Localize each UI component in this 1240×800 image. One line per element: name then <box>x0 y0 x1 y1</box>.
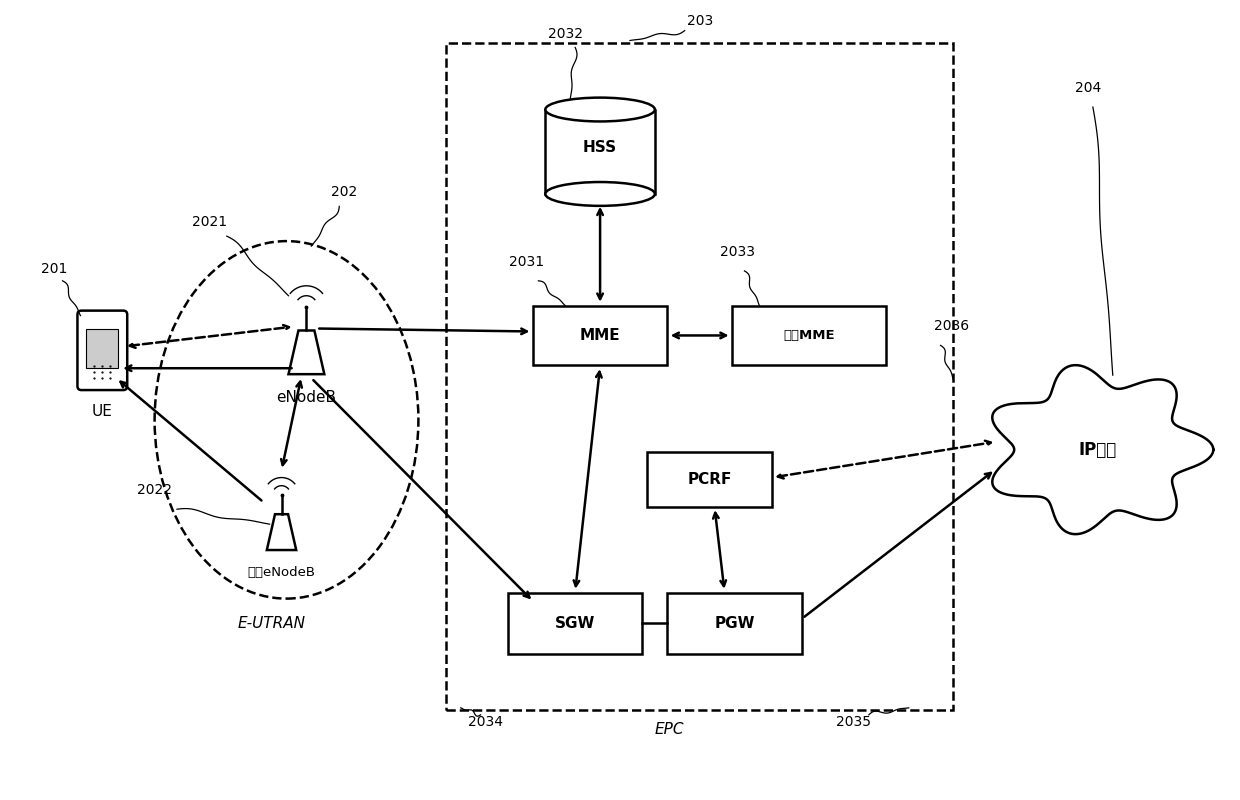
Ellipse shape <box>155 241 418 598</box>
FancyBboxPatch shape <box>647 452 771 506</box>
Polygon shape <box>267 514 296 550</box>
Text: 2033: 2033 <box>719 245 755 259</box>
Text: UE: UE <box>92 404 113 419</box>
Text: SGW: SGW <box>556 616 595 631</box>
Text: E-UTRAN: E-UTRAN <box>238 617 305 631</box>
Text: 2034: 2034 <box>469 714 503 729</box>
Text: 2036: 2036 <box>934 319 968 334</box>
Text: MME: MME <box>580 328 620 343</box>
FancyBboxPatch shape <box>446 42 954 710</box>
Text: 204: 204 <box>1075 81 1101 95</box>
Text: PGW: PGW <box>714 616 755 631</box>
Text: IP业务: IP业务 <box>1079 441 1117 458</box>
Text: 2022: 2022 <box>138 483 172 498</box>
Text: EPC: EPC <box>655 722 684 737</box>
Text: eNodeB: eNodeB <box>277 390 336 405</box>
Polygon shape <box>289 330 325 374</box>
Text: PCRF: PCRF <box>687 472 732 487</box>
Text: 2021: 2021 <box>192 215 227 230</box>
Text: HSS: HSS <box>583 140 618 155</box>
FancyBboxPatch shape <box>533 306 667 366</box>
Text: 2031: 2031 <box>508 255 543 269</box>
Text: 其它eNodeB: 其它eNodeB <box>248 566 315 579</box>
FancyBboxPatch shape <box>508 593 642 654</box>
Text: 203: 203 <box>687 14 713 28</box>
FancyBboxPatch shape <box>546 110 655 194</box>
Text: 202: 202 <box>331 186 357 199</box>
FancyBboxPatch shape <box>732 306 887 366</box>
Text: 其它MME: 其它MME <box>784 329 835 342</box>
Ellipse shape <box>546 182 655 206</box>
FancyBboxPatch shape <box>667 593 802 654</box>
Text: 2032: 2032 <box>548 26 583 41</box>
Ellipse shape <box>546 98 655 122</box>
FancyBboxPatch shape <box>77 310 128 390</box>
Polygon shape <box>992 365 1213 534</box>
Text: 2035: 2035 <box>837 714 872 729</box>
FancyBboxPatch shape <box>87 330 118 368</box>
Text: 201: 201 <box>41 262 67 276</box>
